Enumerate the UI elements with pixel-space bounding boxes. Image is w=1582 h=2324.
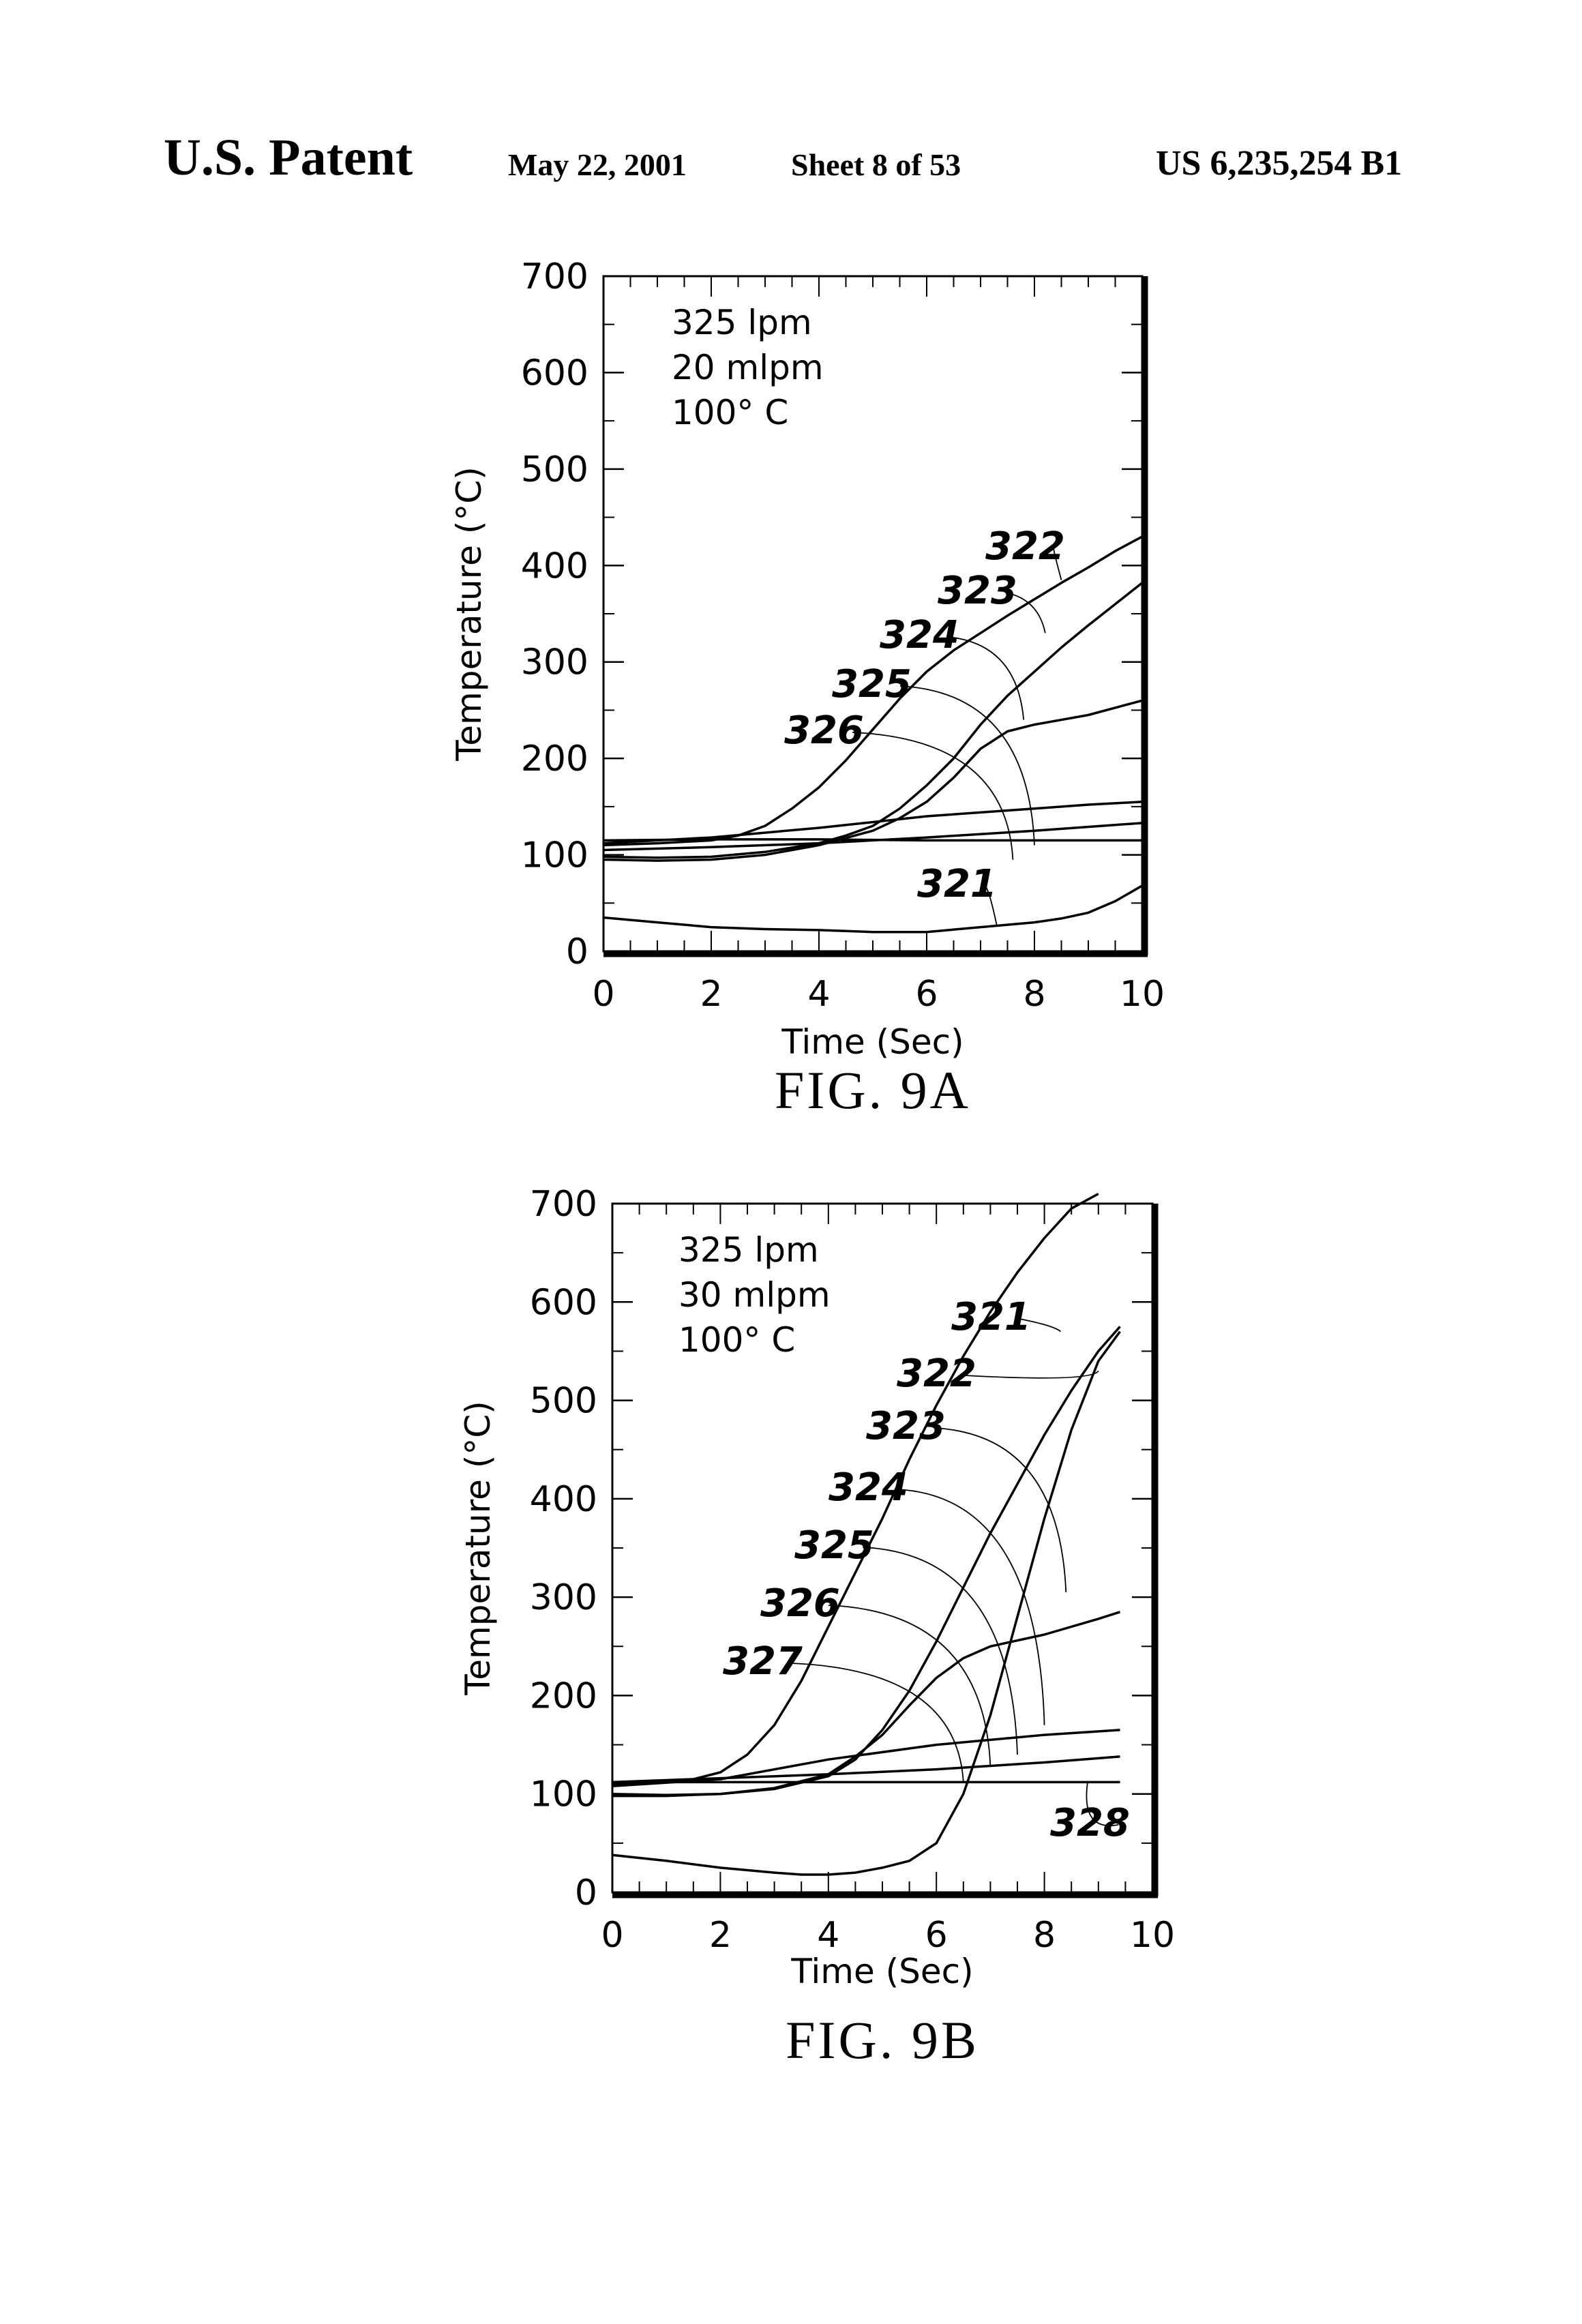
figure-caption: FIG. 9A: [775, 1060, 971, 1120]
leader-line-322: [965, 1371, 1099, 1377]
x-axis-label: Time (Sec): [781, 1022, 964, 1062]
condition-label: 325 lpm: [678, 1230, 819, 1270]
y-axis-label: Temperature (°C): [449, 466, 489, 762]
curve-label-326: 326: [784, 709, 864, 753]
y-tick-label: 500: [521, 449, 588, 490]
series-line-baseline: [603, 839, 1142, 841]
y-tick-label: 100: [521, 835, 588, 876]
y-tick-label: 600: [530, 1282, 597, 1323]
condition-label: 30 mlpm: [678, 1275, 831, 1315]
y-axis-label: Temperature (°C): [458, 1401, 498, 1696]
chart-fig-9b: 0 100 200 300 400 500 600 700 0 2 4 6 8 10 Time (Sec) T…: [458, 1184, 1175, 2070]
y-tick-label: 600: [521, 353, 588, 393]
y-tick-label: 0: [575, 1873, 597, 1913]
series-line-325: [603, 802, 1142, 844]
x-tick-label: 0: [592, 974, 614, 1015]
x-tick-label: 6: [925, 1915, 948, 1956]
leader-line-327: [791, 1663, 964, 1782]
curve-label-323: 323: [938, 569, 1017, 613]
y-tick-label: 700: [530, 1184, 597, 1225]
y-tick-label: 700: [521, 256, 588, 297]
y-tick-label: 200: [530, 1675, 597, 1716]
x-tick-label: 4: [807, 974, 830, 1015]
leader-line-324: [897, 1489, 1045, 1725]
x-tick-label: 6: [915, 974, 938, 1015]
series-line-321: [603, 886, 1142, 932]
curve-label-324: 324: [829, 1465, 908, 1510]
curve-label-325: 325: [794, 1523, 874, 1568]
y-tick-label: 300: [521, 642, 588, 683]
condition-label: 100° C: [672, 393, 788, 432]
figure-caption: FIG. 9B: [786, 2010, 979, 2070]
x-tick-label: 8: [1023, 974, 1045, 1015]
x-tick-label: 0: [601, 1915, 623, 1956]
curve-label-323: 323: [866, 1404, 946, 1448]
x-tick-label: 2: [709, 1915, 732, 1956]
x-tick-label: 10: [1120, 974, 1165, 1015]
series-line-325: [612, 1757, 1120, 1783]
condition-label: 325 lpm: [672, 303, 812, 342]
series-line-324: [603, 700, 1142, 861]
y-tick-label: 200: [521, 739, 588, 779]
y-tick-label: 100: [530, 1774, 597, 1815]
curve-label-321: 321: [917, 862, 997, 906]
y-tick-label: 400: [530, 1479, 597, 1520]
x-axis-label: Time (Sec): [790, 1952, 973, 1991]
condition-label: 20 mlpm: [672, 348, 824, 387]
curve-label-325: 325: [832, 662, 912, 706]
curve-label-326: 326: [760, 1581, 840, 1626]
curve-label-327: 327: [723, 1639, 803, 1684]
y-tick-label: 0: [566, 932, 588, 972]
curve-label-321: 321: [951, 1295, 1031, 1339]
y-tick-label: 500: [530, 1381, 597, 1422]
x-tick-label: 2: [700, 974, 722, 1015]
y-tick-label: 400: [521, 546, 588, 586]
condition-label: 100° C: [678, 1320, 795, 1360]
curve-label-328: 328: [1050, 1801, 1130, 1845]
series-line-324: [612, 1730, 1120, 1786]
curve-label-324: 324: [880, 613, 959, 657]
curve-label-322: 322: [897, 1352, 976, 1396]
y-tick-label: 300: [530, 1577, 597, 1618]
x-tick-label: 4: [817, 1915, 839, 1956]
curve-label-322: 322: [985, 524, 1065, 569]
chart-fig-9a: 0 100 200 300 400 500 600 700 0 2 4 6 8 10 Time (Sec) T…: [449, 256, 1165, 1120]
x-tick-label: 8: [1033, 1915, 1056, 1956]
x-tick-label: 10: [1130, 1915, 1175, 1956]
